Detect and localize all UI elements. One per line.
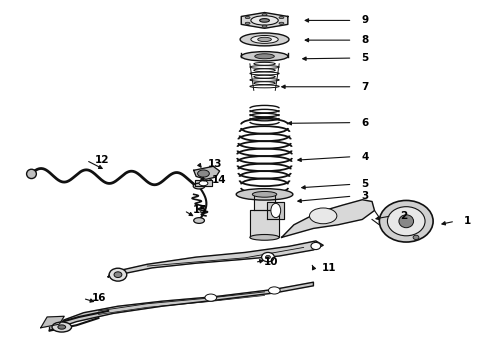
Polygon shape [195,180,212,186]
Ellipse shape [109,268,127,281]
Ellipse shape [197,170,209,177]
Ellipse shape [250,78,279,81]
Ellipse shape [194,218,204,224]
Ellipse shape [193,183,205,189]
Ellipse shape [269,287,280,294]
Ellipse shape [279,22,284,24]
Ellipse shape [255,54,274,59]
Ellipse shape [251,16,278,25]
Ellipse shape [254,82,275,85]
Ellipse shape [250,72,279,75]
Text: 13: 13 [207,159,222,169]
Ellipse shape [260,19,270,22]
Text: 5: 5 [361,179,368,189]
Text: 11: 11 [322,263,337,273]
Ellipse shape [58,325,66,329]
Text: 16: 16 [92,293,106,303]
Ellipse shape [271,203,281,218]
Ellipse shape [258,37,271,41]
Polygon shape [41,316,64,328]
Text: 5: 5 [361,53,368,63]
Ellipse shape [251,36,278,43]
Text: 10: 10 [264,257,278,267]
Text: 7: 7 [361,82,368,92]
Text: 3: 3 [361,191,368,201]
Polygon shape [194,166,220,179]
Polygon shape [108,241,323,277]
Ellipse shape [52,322,72,332]
Ellipse shape [388,207,425,236]
Ellipse shape [311,242,321,249]
Ellipse shape [266,255,270,259]
Text: 14: 14 [212,175,227,185]
Text: 15: 15 [193,206,207,216]
Ellipse shape [26,169,36,179]
Text: 6: 6 [361,118,368,128]
Text: 8: 8 [361,35,368,45]
Ellipse shape [254,75,275,78]
Polygon shape [241,13,288,28]
Polygon shape [49,282,314,330]
Polygon shape [282,200,374,237]
Ellipse shape [399,215,414,228]
Polygon shape [267,202,284,220]
Text: 12: 12 [95,155,109,165]
Ellipse shape [262,25,267,27]
Ellipse shape [236,189,293,200]
Polygon shape [254,194,275,210]
Text: 2: 2 [400,211,408,221]
Ellipse shape [240,33,289,46]
Ellipse shape [262,252,274,262]
Text: 9: 9 [361,15,368,26]
Text: 4: 4 [361,152,368,162]
Ellipse shape [262,14,267,16]
Ellipse shape [205,294,217,301]
Ellipse shape [250,85,279,88]
Ellipse shape [252,192,277,197]
Ellipse shape [254,62,275,65]
Text: 1: 1 [464,216,471,226]
Ellipse shape [413,235,419,239]
Ellipse shape [241,51,288,61]
Ellipse shape [114,272,122,278]
Ellipse shape [250,66,279,68]
Ellipse shape [199,181,208,186]
Ellipse shape [379,201,433,242]
Ellipse shape [254,69,275,72]
Ellipse shape [245,22,250,24]
Polygon shape [250,210,279,237]
Ellipse shape [279,17,284,19]
Ellipse shape [250,234,279,240]
Ellipse shape [310,208,337,224]
Ellipse shape [245,17,250,19]
